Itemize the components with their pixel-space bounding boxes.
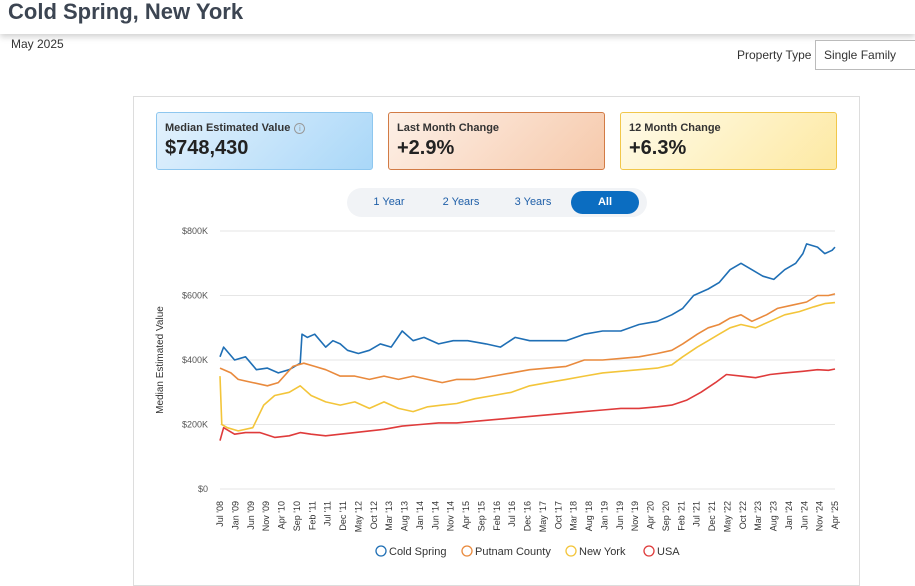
x-tick-label: Mar '13 <box>384 501 394 531</box>
legend-marker <box>461 545 473 557</box>
series-line-putnam-county <box>219 293 836 387</box>
header-bar: Cold Spring, New York <box>0 0 915 34</box>
x-tick-label: May '22 <box>722 501 732 532</box>
x-tick-label: Jan '19 <box>599 501 609 530</box>
y-tick-label: $0 <box>198 484 208 494</box>
median-value-label: Median Estimated Value <box>165 122 291 134</box>
x-tick-label: Jun '19 <box>615 501 625 530</box>
x-tick-label: Sep '20 <box>661 501 671 531</box>
x-tick-label: Jun '14 <box>430 501 440 530</box>
y-axis-label: Median Estimated Value <box>155 306 166 414</box>
median-value-card: Median Estimated Value i $748,430 <box>156 112 373 170</box>
last-month-change-value: +2.9% <box>397 137 455 159</box>
x-tick-label: Aug '13 <box>400 501 410 531</box>
range-all-button[interactable]: All <box>571 191 639 214</box>
x-tick-label: Dec '11 <box>338 501 348 531</box>
x-tick-label: Dec '21 <box>707 501 717 531</box>
series-line-cold-spring <box>219 243 836 374</box>
range-3-years-button[interactable]: 3 Years <box>514 196 552 208</box>
x-tick-label: Apr '15 <box>461 501 471 529</box>
x-tick-label: May '17 <box>538 501 548 532</box>
property-type-label: Property Type <box>737 48 812 62</box>
info-icon[interactable]: i <box>294 122 306 134</box>
x-tick-label: Jul '11 <box>323 501 333 526</box>
x-tick-label: Aug '18 <box>584 501 594 531</box>
x-tick-label: Oct '12 <box>369 501 379 529</box>
x-tick-label: Nov '19 <box>630 501 640 531</box>
x-tick-label: Nov '24 <box>815 501 825 531</box>
legend-label: USA <box>657 546 680 558</box>
x-tick-label: Jan '09 <box>230 501 240 530</box>
x-tick-label: Sep '15 <box>476 501 486 531</box>
series-line-new-york <box>219 301 836 432</box>
legend-marker <box>565 545 577 557</box>
x-tick-label: Dec '16 <box>523 501 533 531</box>
last-month-change-card: Last Month Change +2.9% <box>388 112 605 170</box>
x-tick-label: Apr '20 <box>646 501 656 529</box>
x-tick-label: Feb '16 <box>492 501 502 531</box>
x-tick-label: Apr '25 <box>830 501 840 529</box>
range-2-years-button[interactable]: 2 Years <box>442 196 480 208</box>
x-tick-label: Apr '10 <box>277 501 287 529</box>
chart-panel <box>133 96 860 586</box>
twelve-month-change-label: 12 Month Change <box>629 122 721 134</box>
x-tick-label: Jun '09 <box>246 501 256 530</box>
legend-label: New York <box>579 546 626 558</box>
last-month-change-label: Last Month Change <box>397 122 500 134</box>
x-tick-label: Oct '22 <box>738 501 748 529</box>
y-tick-label: $600K <box>182 291 208 301</box>
time-range-selector: 1 Year 2 Years 3 Years All <box>347 188 647 217</box>
range-1-year-button[interactable]: 1 Year <box>373 196 405 208</box>
twelve-month-change-value: +6.3% <box>629 137 687 159</box>
x-tick-label: Jun '24 <box>799 501 809 530</box>
legend-label: Cold Spring <box>389 546 446 558</box>
legend-label: Putnam County <box>475 546 551 558</box>
x-tick-label: Jan '24 <box>784 501 794 530</box>
median-value: $748,430 <box>165 137 249 159</box>
x-tick-label: Feb '11 <box>307 501 317 530</box>
x-tick-label: Nov '14 <box>446 501 456 531</box>
twelve-month-change-card: 12 Month Change +6.3% <box>620 112 837 170</box>
property-type-select[interactable]: Single Family <box>815 40 915 70</box>
y-tick-label: $400K <box>182 355 208 365</box>
x-tick-label: Jul '21 <box>692 501 702 527</box>
x-tick-label: May '12 <box>353 501 363 532</box>
page-title: Cold Spring, New York <box>8 0 244 24</box>
x-tick-label: Mar '23 <box>753 501 763 531</box>
x-tick-label: Jan '14 <box>415 501 425 530</box>
x-tick-label: Feb '21 <box>676 501 686 531</box>
report-date: May 2025 <box>11 37 64 51</box>
y-tick-label: $200K <box>182 420 208 430</box>
series-line-usa <box>219 368 836 441</box>
x-tick-label: Jul '08 <box>215 501 225 527</box>
x-tick-label: Mar '18 <box>569 501 579 531</box>
x-tick-label: Jul '16 <box>507 501 517 527</box>
value-line-chart: $0 $200K $400K $600K $800K Median Estimated V… <box>155 226 840 558</box>
x-tick-label: Nov '09 <box>261 501 271 531</box>
legend-marker <box>643 545 655 557</box>
x-tick-label: Aug '23 <box>769 501 779 531</box>
legend-marker <box>375 545 387 557</box>
x-tick-label: Oct '17 <box>553 501 563 529</box>
x-tick-label: Sep '10 <box>292 501 302 531</box>
y-tick-label: $800K <box>182 226 208 236</box>
